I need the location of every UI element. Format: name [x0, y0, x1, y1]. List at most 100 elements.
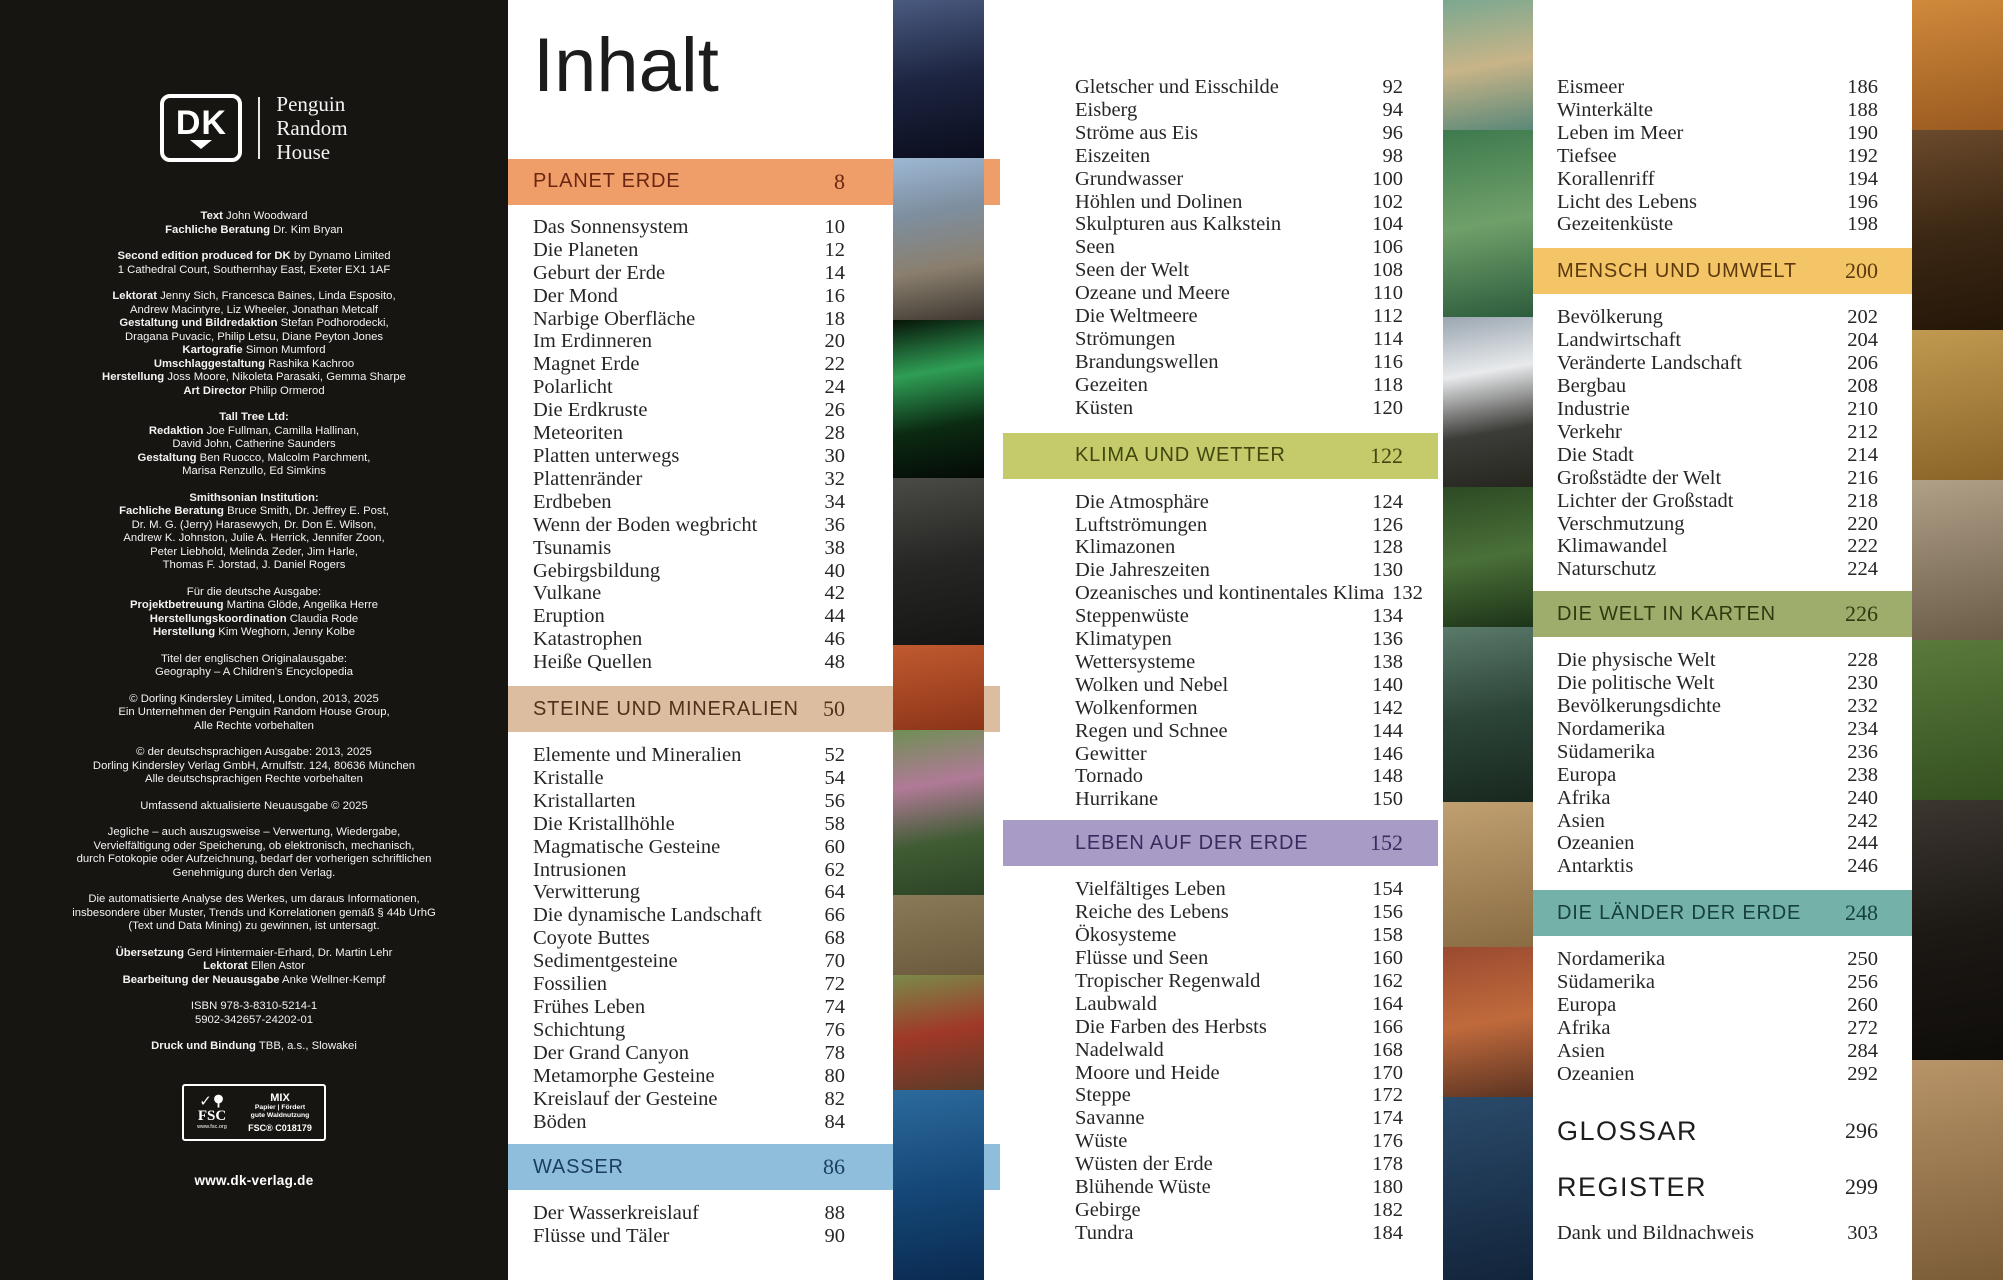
toc-entry-page: 244 [1847, 832, 1878, 855]
toc-entry-row: Südamerika 256 [1557, 971, 1878, 994]
credit-line: Dorling Kindersley Verlag GmbH, Arnulfst… [92, 759, 416, 772]
toc-entry-label: Schichtung [533, 1018, 626, 1041]
credit-line: Gestaltung und Bildredaktion Stefan Podh… [119, 317, 389, 329]
toc-entry-page: 240 [1847, 786, 1878, 809]
credit-line: Lektorat Jenny Sich, Francesca Baines, L… [112, 290, 396, 302]
toc-entry-label: Steppe [1075, 1084, 1131, 1107]
toc-entry-label: Plattenränder [533, 467, 643, 490]
toc-entry-row: Gebirgsbildung 40 [533, 560, 845, 583]
toc-entry-label: Coyote Buttes [533, 927, 650, 950]
toc-entry-page: 210 [1847, 397, 1878, 420]
toc-entry-page: 68 [824, 927, 846, 950]
toc-entry-page: 166 [1372, 1015, 1403, 1038]
toc-entry-row: Böden 84 [533, 1111, 845, 1134]
toc-entry-row: Elemente und Mineralien 52 [533, 744, 845, 767]
hillside-town-photo [1912, 1060, 2003, 1280]
toc-entry-row: Gezeitenküste 198 [1557, 213, 1878, 236]
backmatter-label: Dank und Bildnachweis [1557, 1221, 1754, 1244]
toc-entry-row: Eismeer 186 [1557, 76, 1878, 99]
credit-line: 5902-342657-24202-01 [194, 1013, 314, 1026]
toc-entry-row: Grundwasser 100 [1075, 168, 1403, 191]
toc-entry-label: Skulpturen aus Kalkstein [1075, 213, 1282, 236]
publisher-word: House [276, 140, 331, 164]
toc-entry-label: Tsunamis [533, 536, 612, 559]
toc-entry-label: Katastrophen [533, 628, 643, 651]
toc-entry-label: Küsten [1075, 396, 1134, 419]
toc-entry-page: 236 [1847, 740, 1878, 763]
credit-paragraph: Für die deutsche Ausgabe: Projektbetreuun… [14, 586, 494, 640]
toc-entry-page: 138 [1372, 650, 1403, 673]
toc-entry-page: 142 [1372, 696, 1403, 719]
toc-entry-label: Grundwasser [1075, 167, 1184, 190]
toc-entry-page: 80 [824, 1064, 846, 1087]
toc-entry-page: 172 [1372, 1084, 1403, 1107]
toc-entry-row: Kreislauf der Gesteine 82 [533, 1088, 845, 1111]
toc-entry-page: 224 [1847, 558, 1878, 581]
toc-entry-page: 110 [1373, 282, 1403, 305]
toc-entry-row: Ozeanien 292 [1557, 1063, 1878, 1086]
credit-line: Bearbeitung der Neuausgabe Anke Wellner-… [122, 973, 386, 986]
toc-entry-row: Klimawandel 222 [1557, 535, 1878, 558]
penguin-random-house-logo: Penguin Random House [276, 92, 347, 164]
toc-entry-label: Südamerika [1557, 971, 1655, 994]
toc-entry-label: Die Farben des Herbsts [1075, 1015, 1267, 1038]
toc-entry-page: 176 [1372, 1130, 1403, 1153]
toc-entry-page: 14 [824, 261, 846, 284]
red-coral-photo [893, 645, 984, 730]
section-label: WASSER [533, 1155, 624, 1178]
toc-entry-row: Geburt der Erde 14 [533, 262, 845, 285]
toc-entry-label: Flüsse und Täler [533, 1225, 670, 1248]
toc-entry-page: 44 [824, 605, 846, 628]
toc-entry-row: Kristallarten 56 [533, 790, 845, 813]
section-label: KLIMA UND WETTER [1075, 444, 1286, 467]
toc-entry-row: Asien 242 [1557, 810, 1878, 833]
toc-entry-page: 10 [824, 215, 846, 238]
toc-entry-label: Verschmutzung [1557, 512, 1685, 535]
toc-entry-label: Die Kristallhöhle [533, 812, 675, 835]
credit-paragraph: ISBN 978-3-8310-5214-1 5902-342657-24202-… [14, 1000, 494, 1027]
toc-entry-label: Steppenwüste [1075, 605, 1189, 628]
toc-entry-page: 260 [1847, 994, 1878, 1017]
credit-line: insbesondere über Muster, Trends und Kor… [72, 906, 436, 919]
festival-crowd-photo [1912, 640, 2003, 800]
toc-entry-row: Gezeiten 118 [1075, 374, 1403, 397]
credit-line: Gestaltung Ben Ruocco, Malcolm Parchment… [137, 451, 371, 464]
toc-entry-page: 162 [1372, 969, 1403, 992]
river-delta-photo [1443, 0, 1533, 130]
toc-entry-label: Licht des Lebens [1557, 190, 1698, 213]
credit-line: Marisa Renzullo, Ed Simkins [182, 465, 326, 477]
toc-entry-row: Wettersysteme 138 [1075, 651, 1403, 674]
toc-entry-page: 62 [824, 858, 846, 881]
toc-entry-row: Verschmutzung 220 [1557, 513, 1878, 536]
toc-entry-label: Savanne [1075, 1107, 1145, 1130]
credit-line: Herstellung Kim Weghorn, Jenny Kolbe [153, 626, 355, 638]
publisher-word: Random [276, 116, 348, 140]
toc-entry-label: Magnet Erde [533, 353, 640, 376]
toc-entry-row: Afrika 272 [1557, 1017, 1878, 1040]
toc-entry-page: 66 [824, 904, 846, 927]
toc-entry-label: Der Grand Canyon [533, 1041, 689, 1064]
toc-entry-row: Eiszeiten 98 [1075, 145, 1403, 168]
toc-entry-label: Luftströmungen [1075, 513, 1208, 536]
volcano-plume-photo [1443, 317, 1533, 487]
toc-entry-label: Die politische Welt [1557, 672, 1715, 695]
toc-entry-page: 88 [824, 1202, 846, 1225]
toc-entry-group: Die physische Welt 228 Die politische Welt… [1557, 649, 1878, 878]
toc-entry-row: Flüsse und Seen 160 [1075, 947, 1403, 970]
toc-entry-row: Klimazonen 128 [1075, 536, 1403, 559]
timber-logs-photo [1912, 130, 2003, 330]
toc-entry-row: Vulkane 42 [533, 582, 845, 605]
toc-entry-label: Leben im Meer [1557, 121, 1684, 144]
credit-line: 1 Cathedral Court, Southernhay East, Exe… [117, 263, 391, 276]
toc-entry-page: 198 [1847, 213, 1878, 236]
toc-entry-label: Der Mond [533, 284, 618, 307]
toc-entry-row: Südamerika 236 [1557, 741, 1878, 764]
credit-line: Alle Rechte vorbehalten [194, 719, 314, 732]
toc-entry-label: Die dynamische Landschaft [533, 904, 762, 927]
toc-entry-row: Ozeane und Meere 110 [1075, 282, 1403, 305]
toc-entry-row: Der Mond 16 [533, 285, 845, 308]
credit-line: Umschlaggestaltung Rashika Kachroo [153, 357, 355, 370]
toc-entry-row: Gletscher und Eisschilde 92 [1075, 76, 1403, 99]
toc-entry-row: Ökosysteme 158 [1075, 924, 1403, 947]
toc-entry-row: Wolken und Nebel 140 [1075, 674, 1403, 697]
